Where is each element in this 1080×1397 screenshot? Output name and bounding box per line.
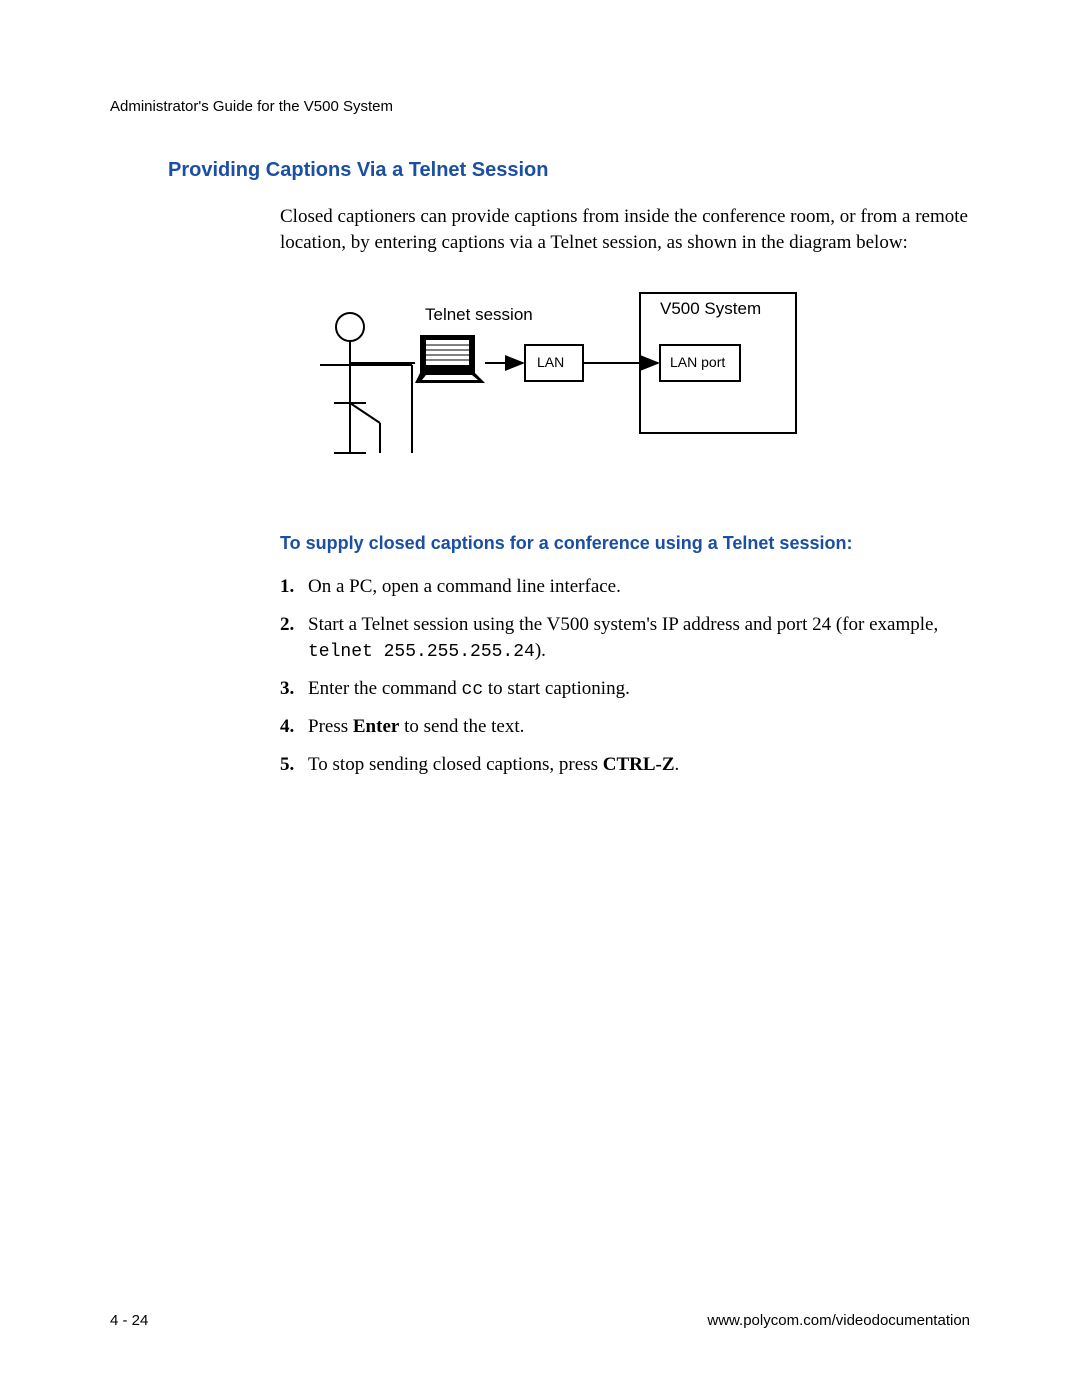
step-fragment: ). [535,640,546,661]
procedure-heading: To supply closed captions for a conferen… [280,533,1000,554]
footer-url: www.polycom.com/videodocumentation [707,1312,970,1329]
step-code: cc [462,680,484,700]
step-fragment: . [675,754,680,775]
step-bold: Enter [353,716,399,737]
step-number: 5. [280,752,308,778]
procedure-steps: 1. On a PC, open a command line interfac… [280,574,1000,777]
step-code: telnet 255.255.255.24 [308,642,535,662]
step-fragment: to start captioning. [483,678,630,699]
page-footer: 4 - 24 www.polycom.com/videodocumentatio… [110,1312,970,1329]
step-bold: CTRL-Z [603,754,675,775]
diagram-label-lanport: LAN port [670,354,725,370]
intro-paragraph: Closed captioners can provide captions f… [280,204,1000,255]
person-icon [320,313,415,453]
step-fragment: Start a Telnet session using the V500 sy… [308,614,938,635]
telnet-diagram: Telnet session LAN V500 System LAN port [320,283,800,483]
laptop-icon [415,335,485,383]
section-title: Providing Captions Via a Telnet Session [168,159,970,182]
step-fragment: On a PC, open a command line interface. [308,576,621,597]
step-2: 2. Start a Telnet session using the V500… [280,612,1000,664]
body-column: Closed captioners can provide captions f… [280,204,1000,777]
step-fragment: Enter the command [308,678,462,699]
step-text: Start a Telnet session using the V500 sy… [308,612,1000,664]
step-number: 1. [280,574,308,600]
diagram-label-v500: V500 System [660,299,761,319]
step-text: To stop sending closed captions, press C… [308,752,1000,778]
running-header: Administrator's Guide for the V500 Syste… [110,98,970,115]
step-number: 2. [280,612,308,664]
page: Administrator's Guide for the V500 Syste… [0,0,1080,1397]
step-text: Press Enter to send the text. [308,714,1000,740]
footer-page-number: 4 - 24 [110,1312,148,1329]
step-number: 4. [280,714,308,740]
step-1: 1. On a PC, open a command line interfac… [280,574,1000,600]
diagram-label-lan: LAN [537,354,564,370]
step-fragment: To stop sending closed captions, press [308,754,603,775]
step-text: Enter the command cc to start captioning… [308,676,1000,702]
step-4: 4. Press Enter to send the text. [280,714,1000,740]
diagram-label-telnet-session: Telnet session [425,305,533,325]
step-3: 3. Enter the command cc to start caption… [280,676,1000,702]
step-number: 3. [280,676,308,702]
step-5: 5. To stop sending closed captions, pres… [280,752,1000,778]
step-text: On a PC, open a command line interface. [308,574,1000,600]
step-fragment: Press [308,716,353,737]
step-fragment: to send the text. [399,716,524,737]
